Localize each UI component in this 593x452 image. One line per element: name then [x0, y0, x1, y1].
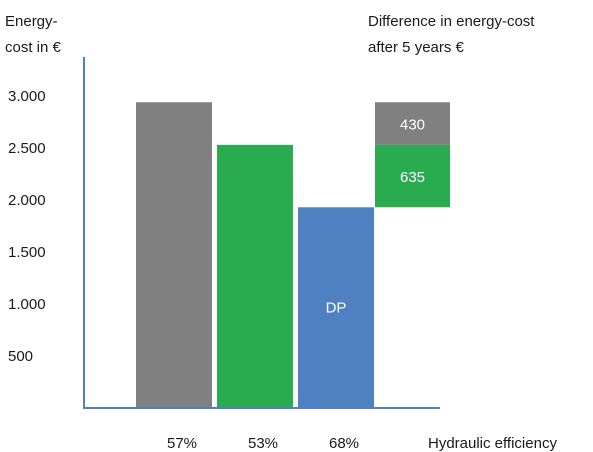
- x-tick-label: 57%: [167, 435, 197, 452]
- x-tick-labels: 57% 53% 68%: [167, 435, 359, 452]
- difference-stack: 635 430: [375, 102, 450, 207]
- difference-title-line-1: Difference in energy-cost: [368, 13, 535, 30]
- x-tick-label: 68%: [329, 435, 359, 452]
- y-tick-label: 3.000: [8, 88, 46, 105]
- y-tick-labels: 500 1.000 1.500 2.000 2.500 3.000: [8, 88, 46, 365]
- difference-title-line-2: after 5 years €: [368, 39, 465, 56]
- bar: [217, 145, 293, 408]
- y-axis-title-line-1: Energy-: [5, 13, 58, 30]
- bar-label: DP: [326, 300, 347, 317]
- y-axis-title-line-2: cost in €: [5, 39, 62, 56]
- y-tick-label: 2.000: [8, 192, 46, 209]
- y-tick-label: 2.500: [8, 140, 46, 157]
- bars: DP: [136, 102, 374, 408]
- x-tick-label: 53%: [248, 435, 278, 452]
- bar: [136, 102, 212, 408]
- y-tick-label: 1.000: [8, 296, 46, 313]
- y-axis-title: Energy- cost in €: [5, 13, 62, 56]
- difference-value: 430: [400, 117, 425, 134]
- difference-title: Difference in energy-cost after 5 years …: [368, 13, 535, 56]
- y-tick-label: 1.500: [8, 244, 46, 261]
- difference-value: 635: [400, 169, 425, 186]
- y-tick-label: 500: [8, 348, 33, 365]
- x-axis-title: Hydraulic efficiency: [428, 435, 557, 452]
